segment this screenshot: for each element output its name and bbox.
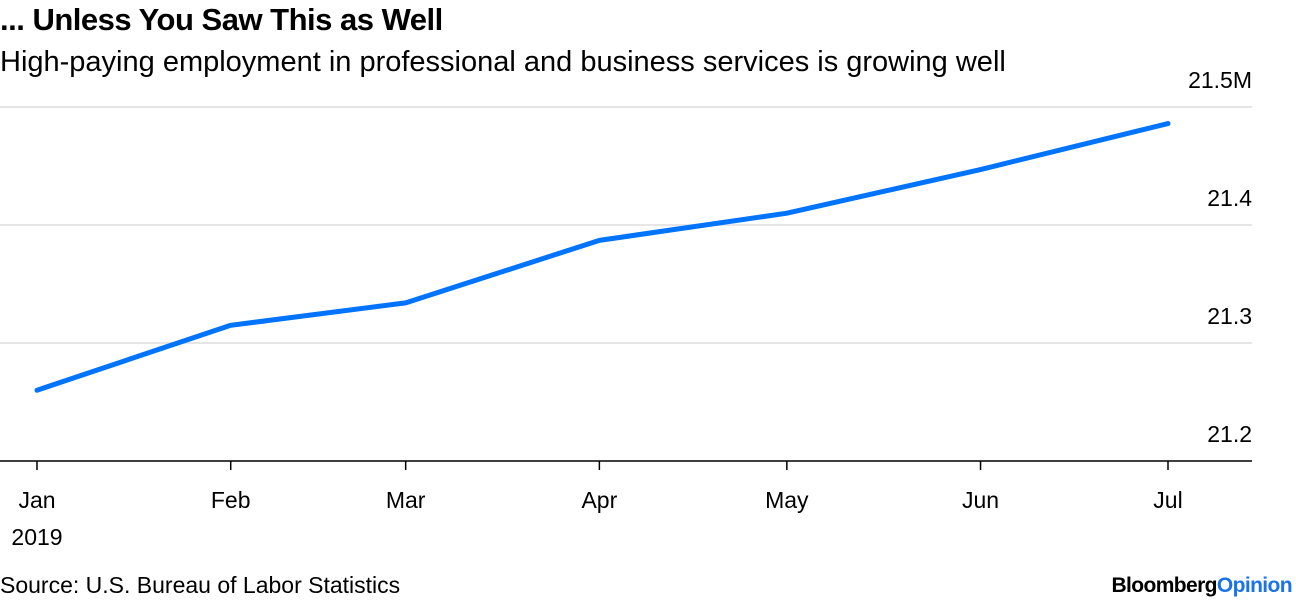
x-tick-label: May (765, 487, 809, 513)
x-tick-label: Mar (386, 487, 426, 513)
chart-title: ... Unless You Saw This as Well (0, 2, 443, 37)
y-tick-label: 21.5M (1188, 67, 1252, 93)
y-tick-label: 21.3 (1207, 303, 1252, 329)
series-line (34, 121, 1171, 393)
x-tick-label: Apr (581, 487, 617, 513)
bloomberg-opinion-logo: BloombergOpinion (1111, 574, 1292, 598)
logo-section: Opinion (1216, 574, 1293, 597)
chart-subtitle: High-paying employment in professional a… (0, 46, 1006, 78)
x-tick-label: Jun (962, 487, 999, 513)
y-tick-label: 21.4 (1207, 185, 1252, 211)
y-tick-label: 21.2 (1207, 421, 1252, 447)
source-note: Source: U.S. Bureau of Labor Statistics (0, 572, 401, 598)
x-tick-sublabel: 2019 (11, 524, 62, 550)
x-tick-label: Jul (1153, 487, 1182, 513)
logo-brand: Bloomberg (1111, 574, 1217, 597)
x-tick-label: Feb (211, 487, 251, 513)
x-tick-label: Jan (18, 487, 55, 513)
